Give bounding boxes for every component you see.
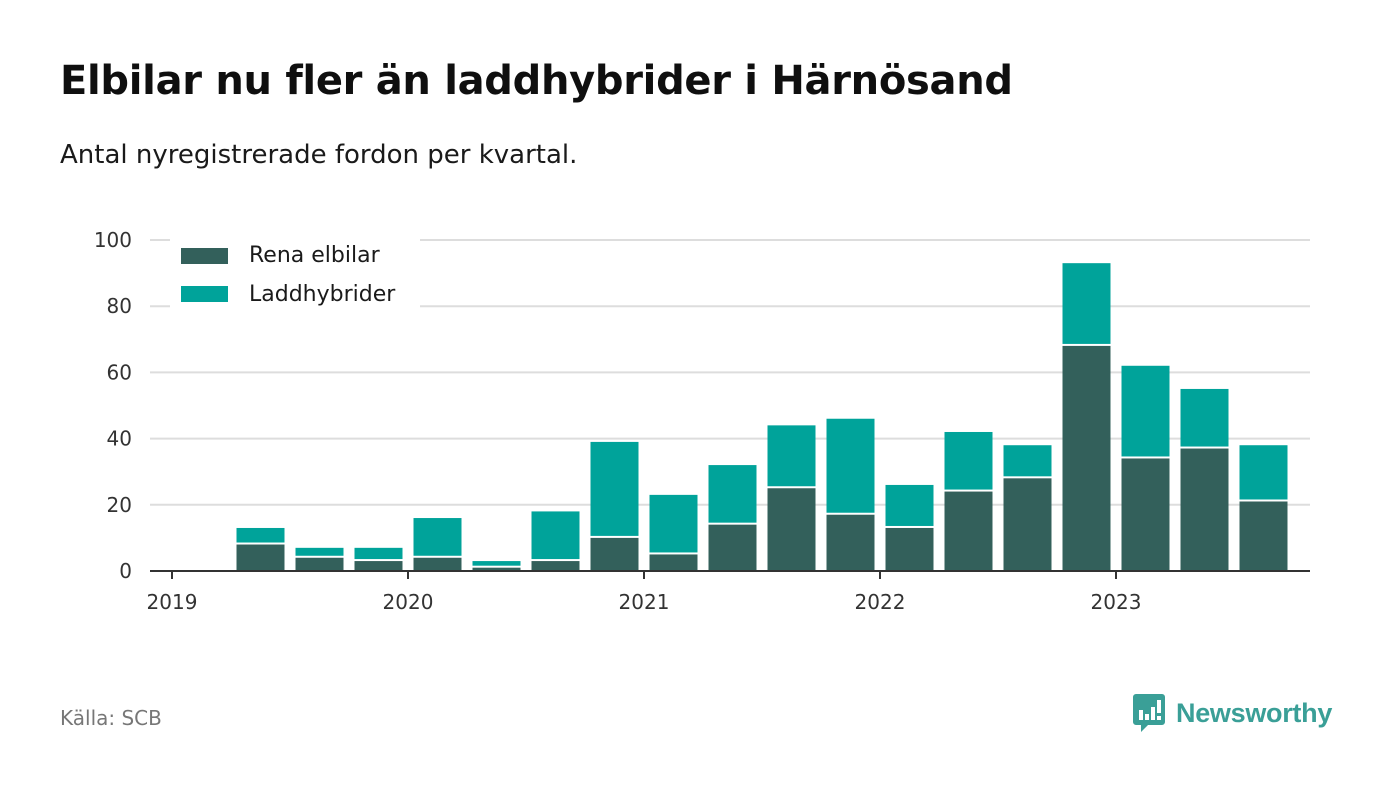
bar-rena-elbilar-0: [236, 544, 285, 571]
bar-rena-elbilar-14: [1062, 345, 1111, 571]
bar-laddhybrider-3: [413, 518, 462, 556]
bar-rena-elbilar-11: [885, 527, 934, 571]
bar-laddhybrider-5: [531, 511, 580, 560]
legend-swatch-rena-elbilar: [181, 248, 228, 264]
bar-rena-elbilar-7: [649, 554, 698, 571]
y-tick-label-20: 20: [107, 493, 132, 517]
bar-rena-elbilar-4: [472, 567, 521, 571]
bar-rena-elbilar-1: [295, 557, 344, 571]
bar-laddhybrider-8: [708, 465, 757, 523]
chart-subtitle: Antal nyregistrerade fordon per kvartal.: [60, 140, 578, 170]
legend-swatch-laddhybrider: [181, 286, 228, 302]
bar-rena-elbilar-15: [1121, 458, 1170, 571]
bar-laddhybrider-6: [590, 441, 639, 536]
y-tick-label-80: 80: [107, 294, 132, 318]
bar-laddhybrider-13: [1003, 445, 1052, 477]
x-tick-label-2023: 2023: [1091, 590, 1142, 614]
bar-laddhybrider-17: [1239, 445, 1288, 500]
bar-laddhybrider-0: [236, 527, 285, 543]
legend: Rena elbilar Laddhybrider: [170, 238, 420, 310]
bar-laddhybrider-16: [1180, 388, 1229, 447]
bar-rena-elbilar-3: [413, 557, 462, 571]
x-tick-label-2019: 2019: [147, 590, 198, 614]
x-tick-label-2022: 2022: [855, 590, 906, 614]
bars: [236, 263, 1288, 571]
source-note: Källa: SCB: [60, 706, 162, 730]
bar-rena-elbilar-5: [531, 561, 580, 571]
y-tick-label-100: 100: [94, 228, 132, 252]
y-tick-label-60: 60: [107, 360, 132, 384]
bar-laddhybrider-15: [1121, 365, 1170, 457]
legend-label-rena-elbilar: Rena elbilar: [249, 243, 381, 268]
x-tick-label-2021: 2021: [619, 590, 670, 614]
bar-laddhybrider-2: [354, 547, 403, 560]
bar-rena-elbilar-13: [1003, 478, 1052, 571]
newsworthy-logo-icon: [1133, 694, 1165, 732]
newsworthy-logo-text: Newsworthy: [1176, 697, 1333, 728]
bar-laddhybrider-1: [295, 547, 344, 556]
axes: 0 20 40 60 80 100 2019 2020 2021 2022 2023: [94, 228, 1310, 614]
bar-rena-elbilar-9: [767, 488, 816, 571]
bar-laddhybrider-11: [885, 484, 934, 526]
bar-rena-elbilar-17: [1239, 501, 1288, 571]
bar-laddhybrider-4: [472, 561, 521, 566]
bar-rena-elbilar-2: [354, 561, 403, 571]
bar-laddhybrider-14: [1062, 263, 1111, 344]
bar-rena-elbilar-6: [590, 537, 639, 571]
y-tick-label-40: 40: [107, 427, 132, 451]
chart-title: Elbilar nu fler än laddhybrider i Härnös…: [60, 58, 1013, 104]
bar-laddhybrider-10: [826, 418, 875, 513]
legend-label-laddhybrider: Laddhybrider: [249, 282, 396, 307]
newsworthy-logo: Newsworthy: [1132, 692, 1332, 734]
bar-laddhybrider-7: [649, 494, 698, 553]
x-tick-label-2020: 2020: [383, 590, 434, 614]
bar-rena-elbilar-10: [826, 514, 875, 571]
y-tick-label-0: 0: [119, 559, 132, 583]
bar-rena-elbilar-8: [708, 524, 757, 571]
bar-rena-elbilar-12: [944, 491, 993, 571]
bar-laddhybrider-12: [944, 431, 993, 490]
bar-rena-elbilar-16: [1180, 448, 1229, 571]
bar-laddhybrider-9: [767, 425, 816, 487]
